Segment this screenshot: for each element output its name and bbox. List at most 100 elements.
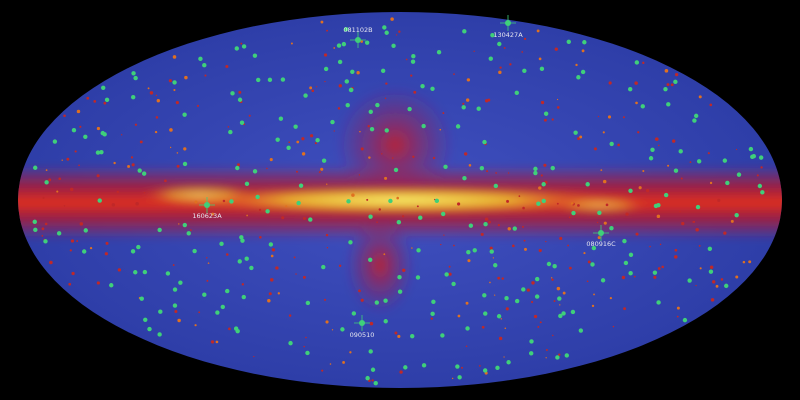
point-source <box>58 177 62 181</box>
point-source <box>562 291 566 295</box>
burst-dot <box>136 244 141 250</box>
burst-dot <box>708 269 714 274</box>
point-source <box>568 266 572 270</box>
point-source <box>530 300 534 304</box>
point-source <box>742 260 746 264</box>
point-source <box>253 355 255 358</box>
point-source <box>524 247 527 251</box>
burst-dot <box>546 261 552 267</box>
point-source <box>225 64 229 69</box>
point-source <box>383 253 386 256</box>
point-source <box>293 256 296 259</box>
point-source <box>448 265 451 268</box>
burst-dot <box>255 194 260 200</box>
burst-dot <box>252 169 258 174</box>
point-source <box>657 267 661 270</box>
point-source <box>356 71 360 75</box>
burst-dot <box>305 300 311 306</box>
point-sources <box>30 17 769 382</box>
burst-dot <box>275 137 280 142</box>
burst-dot <box>237 97 243 102</box>
point-source <box>602 179 607 184</box>
point-source <box>464 152 468 156</box>
burst-dot <box>760 190 765 195</box>
point-source <box>645 189 650 193</box>
point-source <box>86 96 90 100</box>
burst-dot <box>434 198 440 204</box>
point-source <box>505 307 509 311</box>
point-source <box>698 244 701 247</box>
burst-dot <box>133 270 138 275</box>
burst-dot <box>529 339 534 344</box>
point-source <box>608 81 612 85</box>
burst-dot <box>407 106 412 112</box>
burst-dot <box>512 226 517 231</box>
burst-dot <box>172 80 177 85</box>
point-source <box>654 137 659 141</box>
burst-dot <box>130 94 136 100</box>
burst-dot <box>241 294 246 300</box>
burst-dot <box>97 198 102 203</box>
point-source <box>440 243 442 246</box>
point-source <box>295 273 297 275</box>
point-source <box>583 252 586 255</box>
point-source <box>164 179 167 183</box>
point-source <box>333 47 336 49</box>
point-source <box>194 200 198 204</box>
burst-dot <box>237 259 242 264</box>
point-source <box>63 114 66 118</box>
burst-dot <box>687 278 692 283</box>
burst-dot <box>141 171 147 176</box>
point-source <box>384 97 387 100</box>
burst-dot <box>476 106 481 111</box>
burst-dot <box>455 124 461 129</box>
point-source <box>323 53 328 57</box>
point-source <box>44 222 48 226</box>
point-source <box>730 219 734 223</box>
point-source <box>658 144 660 147</box>
point-source <box>498 336 503 341</box>
burst-dot <box>364 40 370 45</box>
burst-dot <box>278 116 284 121</box>
burst-dot <box>256 77 261 83</box>
burst-dot <box>543 111 549 116</box>
burst-dot <box>465 326 470 331</box>
burst-dot <box>346 199 351 204</box>
point-source <box>600 169 603 171</box>
point-source <box>536 29 540 33</box>
burst-dot <box>693 113 699 119</box>
point-source <box>674 248 678 252</box>
point-source <box>360 40 364 43</box>
burst-dot <box>725 180 730 186</box>
burst-dot <box>225 288 230 294</box>
point-source <box>642 61 645 65</box>
point-source <box>448 272 452 276</box>
point-source <box>49 260 53 265</box>
point-source <box>720 278 724 281</box>
point-source <box>266 167 268 170</box>
point-source <box>147 87 150 90</box>
burst-dot <box>391 43 396 48</box>
burst-dot <box>249 265 254 271</box>
point-source <box>66 157 70 161</box>
burst-dot <box>582 40 587 45</box>
point-source <box>290 42 293 45</box>
point-source <box>692 221 694 223</box>
burst-dot <box>597 210 602 215</box>
burst-dot <box>286 145 291 151</box>
burst-dot <box>142 269 148 275</box>
point-source <box>366 198 369 201</box>
point-source <box>117 268 122 272</box>
burst-dot <box>564 353 569 358</box>
point-source <box>143 191 146 194</box>
burst-dot <box>528 351 534 356</box>
point-source <box>41 227 45 231</box>
burst-dot <box>375 102 380 108</box>
point-source <box>543 118 547 122</box>
burst-dot <box>202 63 207 68</box>
point-source <box>664 69 669 73</box>
burst-dot <box>99 149 104 155</box>
burst-dot <box>384 128 389 133</box>
burst-dot <box>541 182 546 187</box>
point-source <box>397 334 401 339</box>
